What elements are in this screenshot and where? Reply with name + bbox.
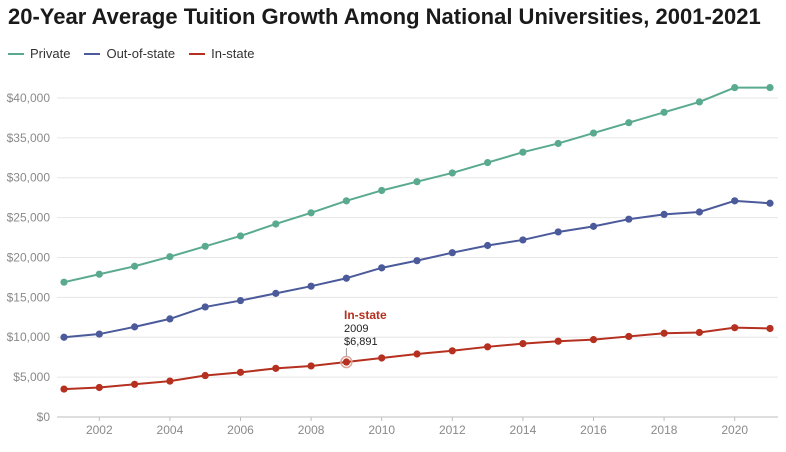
data-point-in-state[interactable] xyxy=(413,350,421,358)
data-point-out-of-state[interactable] xyxy=(413,257,421,265)
x-tick-label: 2014 xyxy=(510,423,537,437)
y-tick-label: $15,000 xyxy=(7,290,51,304)
chart-title: 20-Year Average Tuition Growth Among Nat… xyxy=(8,4,761,29)
legend-item-in-state[interactable]: In-state xyxy=(189,46,254,61)
data-point-private[interactable] xyxy=(625,119,633,127)
y-tick-label: $10,000 xyxy=(7,330,51,344)
data-point-in-state[interactable] xyxy=(519,340,527,348)
data-point-out-of-state[interactable] xyxy=(660,210,668,219)
legend: Private Out-of-state In-state xyxy=(8,46,268,61)
data-point-out-of-state[interactable] xyxy=(201,303,209,311)
data-point-private[interactable] xyxy=(554,139,562,148)
legend-label-out-of-state: Out-of-state xyxy=(106,46,176,61)
highlight-ring xyxy=(340,355,353,369)
y-tick-label: $20,000 xyxy=(7,250,51,264)
data-point-private[interactable] xyxy=(307,209,315,217)
data-point-out-of-state[interactable] xyxy=(166,315,174,323)
data-point-private[interactable] xyxy=(484,158,492,167)
data-point-in-state[interactable] xyxy=(589,336,598,344)
y-tick-label: $5,000 xyxy=(13,370,50,384)
data-point-in-state[interactable] xyxy=(60,385,68,393)
data-point-in-state[interactable] xyxy=(660,329,668,337)
x-tick-label: 2018 xyxy=(651,423,678,437)
legend-swatch-out-of-state xyxy=(84,52,101,55)
data-point-private[interactable] xyxy=(131,262,139,270)
data-point-out-of-state[interactable] xyxy=(272,289,280,297)
x-tick-label: 2008 xyxy=(298,423,325,437)
tooltip-series-label: In-state xyxy=(344,308,387,322)
data-point-out-of-state[interactable] xyxy=(307,282,315,290)
x-tick-label: 2010 xyxy=(368,423,395,437)
data-point-private[interactable] xyxy=(695,98,704,106)
data-point-out-of-state[interactable] xyxy=(554,228,562,236)
x-tick-label: 2004 xyxy=(157,423,184,437)
data-point-private[interactable] xyxy=(236,232,245,240)
data-point-in-state[interactable] xyxy=(448,347,456,355)
data-point-private[interactable] xyxy=(272,220,280,228)
data-point-private[interactable] xyxy=(201,242,209,250)
data-point-private[interactable] xyxy=(660,108,668,116)
data-point-private[interactable] xyxy=(413,178,421,186)
x-tick-label: 2020 xyxy=(721,423,748,437)
tooltip-value: $6,891 xyxy=(344,336,378,348)
data-point-out-of-state[interactable] xyxy=(60,333,68,341)
data-point-out-of-state[interactable] xyxy=(95,330,103,338)
data-point-private[interactable] xyxy=(731,83,739,92)
legend-item-out-of-state[interactable]: Out-of-state xyxy=(84,46,175,61)
legend-label-private: Private xyxy=(30,46,71,61)
data-point-in-state[interactable] xyxy=(484,343,492,351)
data-point-out-of-state[interactable] xyxy=(589,222,598,230)
data-point-in-state[interactable] xyxy=(554,337,562,345)
data-point-in-state[interactable] xyxy=(166,377,174,385)
data-point-private[interactable] xyxy=(589,129,598,137)
y-tick-label: $25,000 xyxy=(7,211,51,225)
data-point-private[interactable] xyxy=(95,270,103,278)
x-tick-label: 2012 xyxy=(439,423,466,437)
data-point-out-of-state[interactable] xyxy=(519,236,527,244)
y-tick-label: $40,000 xyxy=(7,91,51,105)
data-point-out-of-state[interactable] xyxy=(131,323,139,331)
data-point-out-of-state[interactable] xyxy=(342,274,350,282)
y-tick-label: $30,000 xyxy=(7,171,51,185)
y-tick-label: $0 xyxy=(37,410,51,424)
data-point-in-state[interactable] xyxy=(731,324,739,332)
data-point-in-state[interactable] xyxy=(342,358,350,366)
data-point-out-of-state[interactable] xyxy=(484,241,492,250)
data-point-in-state[interactable] xyxy=(378,354,386,362)
data-point-private[interactable] xyxy=(166,253,174,261)
data-point-private[interactable] xyxy=(519,148,527,156)
x-tick-label: 2002 xyxy=(86,423,113,437)
data-point-in-state[interactable] xyxy=(95,383,103,392)
data-point-out-of-state[interactable] xyxy=(766,199,774,207)
x-tick-label: 2016 xyxy=(580,423,607,437)
data-point-in-state[interactable] xyxy=(766,324,774,333)
data-point-in-state[interactable] xyxy=(695,328,704,337)
data-point-out-of-state[interactable] xyxy=(695,208,704,216)
legend-swatch-in-state xyxy=(189,52,206,55)
data-point-private[interactable] xyxy=(448,169,456,177)
data-point-private[interactable] xyxy=(766,83,774,92)
data-point-private[interactable] xyxy=(60,278,68,286)
data-point-private[interactable] xyxy=(342,197,350,205)
y-tick-label: $35,000 xyxy=(7,131,51,145)
data-point-out-of-state[interactable] xyxy=(625,215,633,223)
data-point-private[interactable] xyxy=(378,186,386,195)
data-point-out-of-state[interactable] xyxy=(236,296,245,305)
data-point-out-of-state[interactable] xyxy=(378,264,386,272)
x-tick-label: 2006 xyxy=(227,423,254,437)
data-point-in-state[interactable] xyxy=(201,371,209,380)
data-point-in-state[interactable] xyxy=(236,368,245,376)
data-point-in-state[interactable] xyxy=(625,332,633,341)
data-point-in-state[interactable] xyxy=(307,362,315,370)
data-point-out-of-state[interactable] xyxy=(448,249,456,257)
data-point-in-state[interactable] xyxy=(131,380,139,388)
legend-label-in-state: In-state xyxy=(211,46,255,61)
tooltip-year: 2009 xyxy=(344,323,368,335)
data-point-out-of-state[interactable] xyxy=(731,197,739,205)
data-point-in-state[interactable] xyxy=(272,364,280,372)
legend-item-private[interactable]: Private xyxy=(8,46,70,61)
legend-swatch-private xyxy=(8,52,24,55)
